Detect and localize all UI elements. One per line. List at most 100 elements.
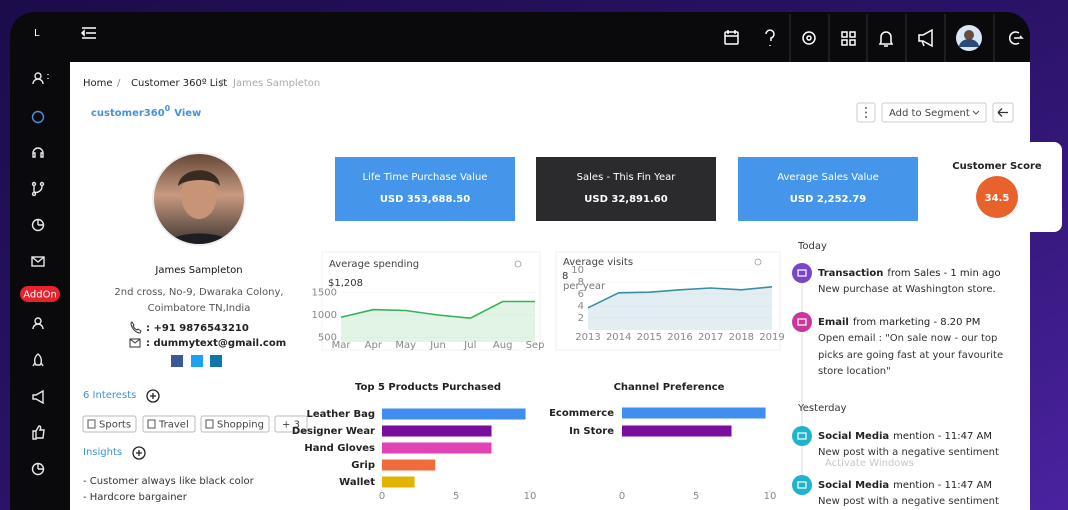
kpi-label: Average Sales Value — [777, 172, 879, 183]
spark-line — [340, 300, 535, 319]
interest-tag[interactable] — [274, 415, 308, 433]
nav-contacts[interactable] — [32, 317, 44, 330]
timeline-body: picks are going fast at your favourite — [818, 350, 1003, 361]
x-tick-label: 5 — [453, 491, 459, 502]
y-tick-label: 500 — [318, 333, 337, 344]
segment-label: Add to Segment — [889, 108, 970, 119]
bar — [382, 425, 492, 437]
timeline-body: New purchase at Washington store. — [818, 284, 996, 295]
timeline-icon-glyph — [797, 481, 807, 489]
addon-label[interactable]: AddOn — [23, 290, 57, 301]
interests-title[interactable]: 6 Interests — [83, 390, 136, 401]
back-arrow — [997, 108, 1008, 117]
add-interest[interactable] — [146, 389, 160, 403]
nav-mail[interactable] — [31, 256, 45, 267]
y-tick-label: 4 — [578, 301, 584, 312]
interest-tag[interactable] — [200, 415, 270, 433]
spark-area — [341, 301, 535, 342]
topbar-icons — [724, 14, 1024, 62]
nav-rocket[interactable] — [32, 353, 44, 367]
timeline-icon — [792, 475, 812, 495]
nav-reports[interactable] — [31, 218, 45, 232]
user-avatar[interactable] — [956, 25, 982, 51]
help-icon[interactable] — [765, 29, 775, 46]
spark-card — [555, 251, 781, 351]
addon-badge[interactable] — [20, 286, 60, 302]
notification-icon[interactable] — [878, 31, 894, 47]
x-tick-label: 10 — [764, 491, 777, 502]
page-title-rest: View — [174, 108, 201, 119]
apps-icon[interactable] — [841, 31, 856, 46]
nav-billing[interactable] — [31, 110, 45, 124]
kpi-label: Life Time Purchase Value — [363, 172, 488, 183]
phone-icon — [130, 321, 142, 334]
y-tick-label: 8 — [578, 277, 584, 288]
insights-title[interactable]: Insights — [83, 447, 122, 458]
breadcrumb-home[interactable]: Home — [83, 78, 113, 89]
spark-info[interactable] — [754, 258, 762, 266]
timeline-meta: mention - 11:47 AM — [893, 480, 992, 491]
bar-label: Ecommerce — [549, 408, 614, 419]
bar — [382, 408, 526, 420]
linkedin-icon[interactable] — [210, 355, 222, 367]
profile-phone: : +91 9876543210 — [146, 323, 249, 334]
nav-user[interactable] — [32, 72, 49, 85]
y-tick-label: 2 — [578, 313, 584, 324]
x-tick-label: 2013 — [575, 332, 600, 343]
bar-label: Hand Gloves — [304, 443, 375, 454]
profile-photo — [153, 153, 245, 245]
kpi-value: USD 32,891.60 — [584, 194, 667, 205]
x-tick-label: 0 — [619, 491, 625, 502]
bar-chart-title: Channel Preference — [614, 382, 725, 393]
bar — [622, 425, 732, 437]
nav-campaign[interactable] — [32, 389, 44, 405]
nav-like[interactable] — [32, 425, 45, 440]
breadcrumb-list[interactable]: Customer 360º List — [131, 78, 227, 89]
nav-flow[interactable] — [31, 181, 45, 197]
interest-tag[interactable] — [142, 415, 196, 433]
x-tick-label: Jul — [463, 340, 476, 351]
kpi-card — [335, 157, 515, 221]
facebook-icon[interactable] — [171, 355, 183, 367]
x-tick-label: 2016 — [667, 332, 692, 343]
kpi-value: USD 353,688.50 — [380, 194, 470, 205]
timeline-icon-glyph — [797, 432, 807, 440]
x-tick-label: 0 — [379, 491, 385, 502]
x-tick-label: 2015 — [637, 332, 662, 343]
spark-title: Average spending — [329, 259, 419, 270]
bar-chart-title: Top 5 Products Purchased — [355, 382, 501, 393]
menu-toggle[interactable] — [80, 27, 96, 39]
bar — [622, 407, 766, 419]
calendar-icon[interactable] — [724, 30, 739, 45]
x-tick-label: Mar — [332, 340, 352, 351]
interest-tag-label: + 3 — [282, 420, 300, 431]
interest-tag[interactable] — [82, 415, 137, 433]
page-title-sup: 0 — [165, 104, 171, 113]
nav-analytics[interactable] — [31, 462, 45, 476]
bar-label: In Store — [569, 426, 614, 437]
logout-icon[interactable] — [1009, 31, 1024, 45]
nav-support[interactable] — [32, 147, 44, 158]
score-badge — [976, 176, 1018, 218]
timeline-title: Email — [818, 317, 849, 328]
segment-dropdown[interactable] — [881, 102, 987, 123]
x-tick-label: 2014 — [606, 332, 631, 343]
kpi-value: USD 2,252.79 — [790, 194, 866, 205]
settings-icon[interactable] — [802, 31, 816, 45]
x-tick-label: 2017 — [698, 332, 723, 343]
announce-icon[interactable] — [918, 28, 933, 48]
tag-icon — [87, 419, 96, 429]
spark-info[interactable] — [514, 260, 522, 268]
twitter-icon[interactable] — [191, 355, 203, 367]
x-tick-label: Aug — [493, 340, 513, 351]
interest-tag-label: Sports — [99, 420, 131, 431]
logo[interactable]: L — [34, 28, 40, 39]
timeline-heading: Social Media mention - 11:47 AM — [818, 480, 992, 491]
mail-icon-flap — [129, 338, 141, 344]
timeline-icon — [792, 312, 812, 332]
bar-label: Wallet — [339, 477, 375, 488]
timeline-group: Yesterday — [797, 403, 847, 414]
timeline-title: Social Media — [818, 431, 889, 442]
interest-tag-label: Travel — [158, 420, 189, 431]
add-insight[interactable] — [132, 446, 146, 460]
